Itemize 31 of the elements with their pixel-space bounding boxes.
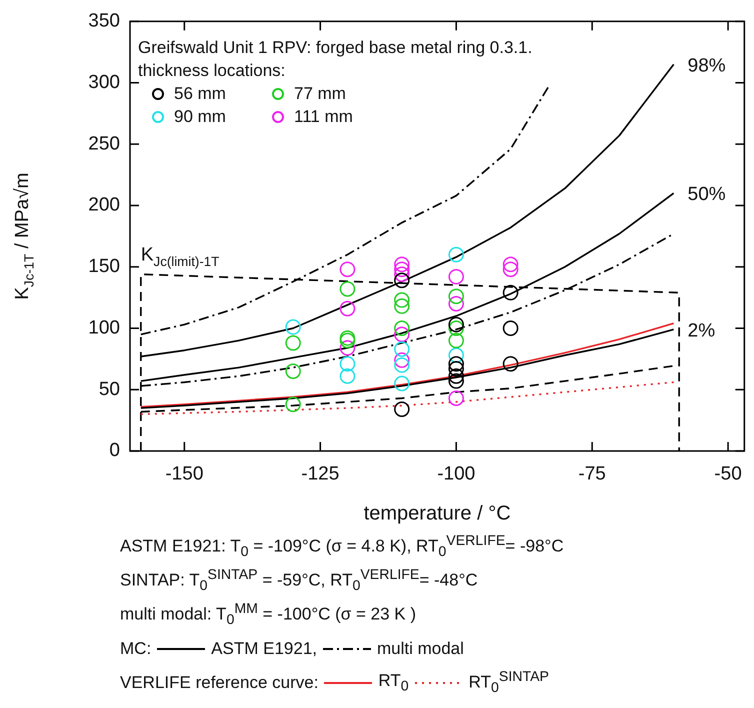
x-tick-label: -50 — [714, 464, 742, 485]
y-tick-label: 150 — [88, 256, 120, 278]
y-tick-label: 250 — [88, 133, 120, 154]
legend-label: 77 mm — [294, 83, 346, 105]
y-tick-label: 300 — [88, 72, 120, 94]
x-axis-title: temperature / °C — [364, 502, 511, 525]
y-tick-label: 200 — [88, 194, 120, 216]
y-axis-title: KJc-1T / MPa√m — [12, 172, 37, 300]
legend-title: Greifswald Unit 1 RPV: forged base metal ring 0.3.1. thickness locations: — [138, 37, 532, 82]
y-tick-label: 50 — [98, 378, 120, 400]
text: MC: — [120, 639, 152, 659]
legend-label: 90 mm — [174, 106, 226, 128]
x-tick-label: -75 — [578, 464, 606, 485]
series-label: 98% — [688, 55, 726, 76]
y-tick-label: 350 — [88, 10, 120, 32]
series-label: 50% — [688, 184, 726, 206]
text: multi modal — [377, 639, 464, 659]
legend-label: 56 mm — [174, 83, 226, 105]
text: VERLIFE reference curve: — [120, 673, 318, 693]
series-label: 2% — [688, 320, 716, 342]
text: SINTAP: T$_{0}$$^{SINTAP}$ = -59°C, RT$_{0}$$^{VERLIFE}$= -48°C — [120, 567, 478, 595]
y-tick-label: 100 — [88, 317, 120, 338]
text: RT$_{0}$ — [378, 671, 409, 695]
text: ASTM E1921, — [211, 639, 317, 659]
text: ASTM E1921: T$_{0}$ = -109°C (σ = 4.8 K), RT$_{0}$$^{VERLIFE}$= -98°C — [120, 533, 564, 561]
x-tick-label: -150 — [165, 464, 204, 485]
text: multi modal: T$_{0}$$^{MM}$ = -100°C (σ = 23 K ) — [120, 601, 416, 629]
y-tick-label: 0 — [109, 440, 120, 462]
legend-label: 111 mm — [294, 106, 353, 128]
x-tick-label: -100 — [437, 464, 476, 485]
x-tick-label: -125 — [301, 464, 340, 485]
